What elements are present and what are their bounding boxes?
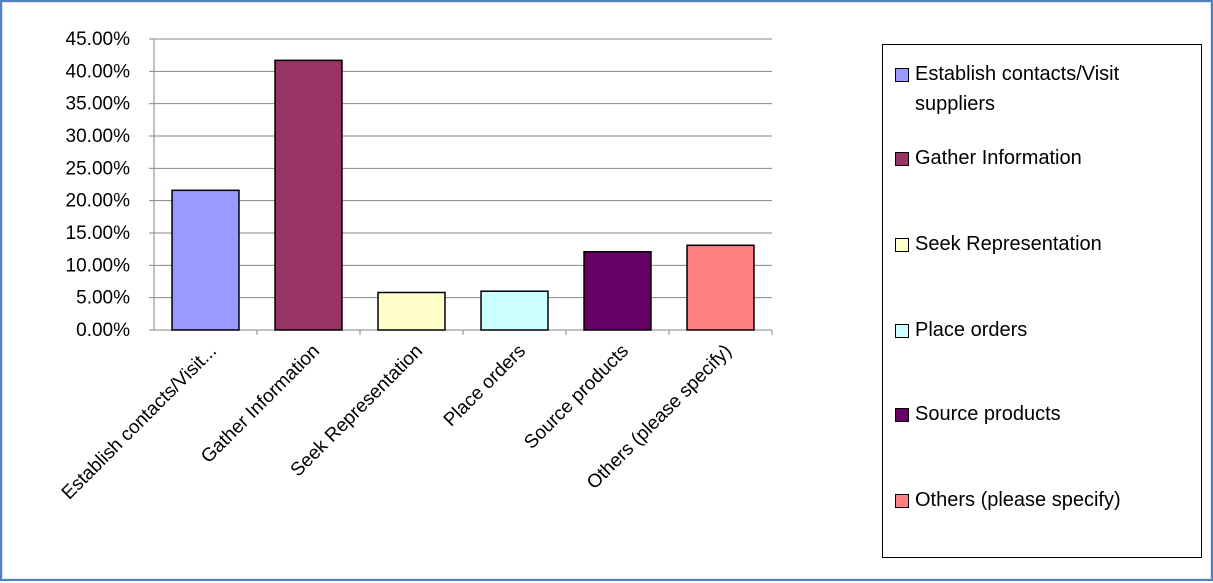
legend-item-place-orders: Place orders	[895, 315, 1195, 345]
legend-label: Seek Representation	[915, 233, 1102, 255]
legend-swatch	[895, 68, 909, 82]
legend-item-source-products: Source products	[895, 399, 1195, 429]
legend-label: Gather Information	[915, 147, 1082, 169]
y-tick-label: 25.00%	[66, 158, 131, 179]
y-tick-label: 45.00%	[66, 29, 131, 50]
x-category-label: Place orders	[440, 341, 530, 431]
x-category-label: Establish contacts/Visit...	[58, 341, 221, 504]
bar-2	[274, 59, 343, 331]
legend-item-gather-information: Gather Information	[895, 143, 1195, 173]
bar-1	[171, 189, 240, 331]
bar-3	[377, 291, 446, 331]
legend-label: Source products	[915, 403, 1061, 425]
legend-item-others: Others (please specify)	[895, 485, 1195, 515]
legend-item-establish-contacts: Establish contacts/Visit suppliers	[895, 59, 1195, 119]
legend-label: Others (please specify)	[915, 489, 1121, 511]
y-tick-label: 5.00%	[76, 288, 130, 309]
y-tick-label: 15.00%	[66, 223, 131, 244]
bar-6	[686, 244, 755, 331]
legend-swatch	[895, 494, 909, 508]
legend-swatch	[895, 238, 909, 252]
bar-4	[480, 290, 549, 331]
y-tick-label: 20.00%	[66, 191, 131, 212]
legend-swatch	[895, 152, 909, 166]
bar-5	[583, 251, 652, 331]
legend: Establish contacts/Visit suppliers Gathe…	[882, 44, 1202, 558]
y-tick-label: 0.00%	[76, 320, 130, 341]
y-tick-label: 35.00%	[66, 94, 131, 115]
legend-label: Place orders	[915, 319, 1028, 341]
y-tick-label: 40.00%	[66, 61, 131, 82]
legend-label: Establish contacts/Visit suppliers	[915, 63, 1120, 115]
legend-swatch	[895, 324, 909, 338]
legend-swatch	[895, 408, 909, 422]
y-tick-label: 10.00%	[66, 255, 131, 276]
legend-item-seek-representation: Seek Representation	[895, 229, 1195, 259]
y-tick-label: 30.00%	[66, 126, 131, 147]
x-category-label: Source products	[520, 341, 633, 454]
